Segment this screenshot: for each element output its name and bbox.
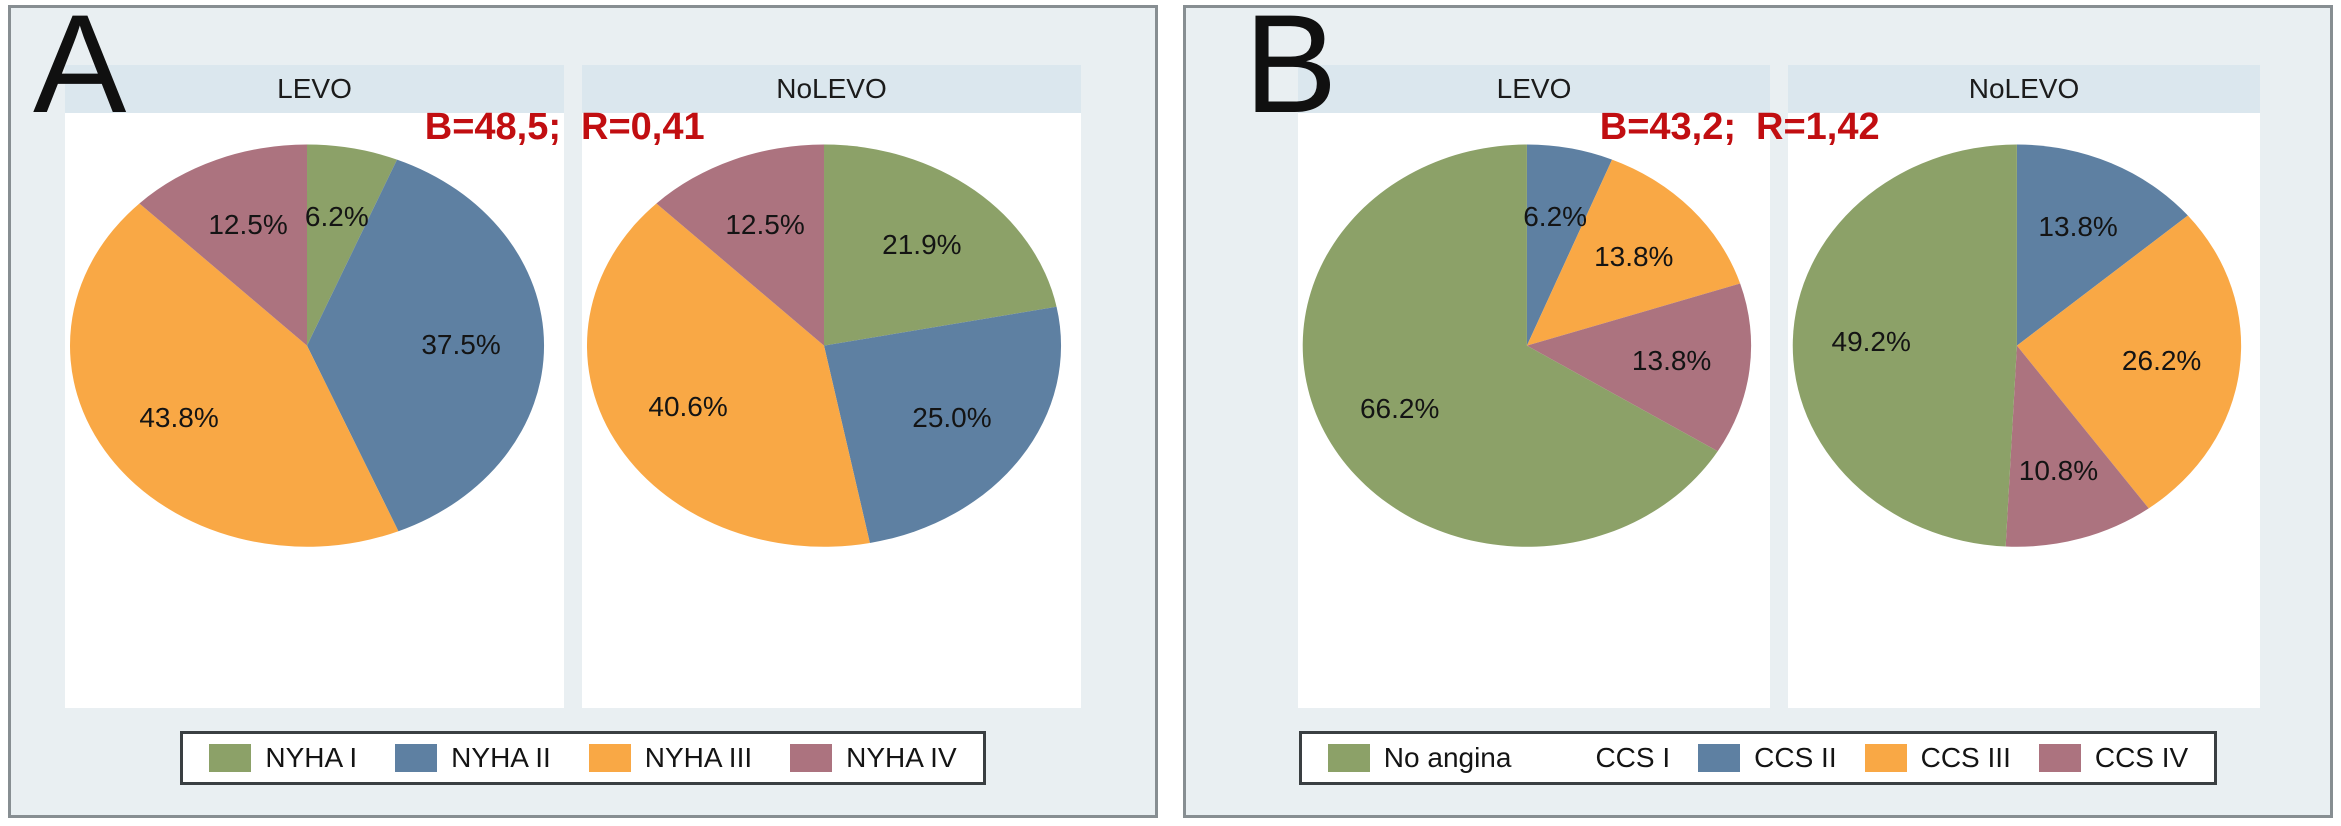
pie-slice-ccs-iv — [1526, 283, 1752, 452]
pie-percent-label: 13.8% — [1594, 240, 1674, 272]
pie-chart-B-LEVO — [1302, 144, 1752, 547]
legend-entry-nyha-i: NYHA I — [209, 742, 357, 774]
stat-annotation-A: B=48,5; R=0,41 — [425, 106, 705, 149]
pie-percent-label: 6.2% — [1523, 201, 1588, 233]
pie-plot-b-levo: 6.2% 13.8% 13.8% 66.2% — [1298, 113, 1770, 708]
stat-b-value: B=43,2; — [1599, 106, 1737, 148]
pie-slice-nyha-ii — [307, 159, 545, 532]
legend-B: No angina CCS I CCS II CCS III CCS IV — [1298, 731, 2218, 785]
column-levo: LEVO 6.2% 37.5% 43.8% 12.5% — [65, 65, 564, 708]
subplot-title-levo: LEVO — [1298, 65, 1770, 113]
subplot-title-nolevo: NoLEVO — [582, 65, 1081, 113]
panel-letter-A: A — [33, 5, 126, 142]
pie-slice-ccs-ii — [2016, 144, 2188, 346]
legend-entry-nyha-iii: NYHA III — [588, 742, 753, 774]
legend-swatch — [1864, 744, 1907, 772]
legend-swatch — [1539, 744, 1582, 772]
legend-entry-ccs-i: CCS I — [1539, 742, 1670, 774]
legend-entry-ccs-iii: CCS III — [1864, 742, 2011, 774]
legend-swatch — [2038, 744, 2081, 772]
legend-label: NYHA IV — [846, 742, 957, 773]
pie-plot-b-nolevo: 13.8% 26.2% 10.8% 49.2% — [1788, 113, 2260, 708]
pie-slice-nyha-i — [307, 144, 398, 346]
legend-A: NYHA I NYHA II NYHA III NYHA IV — [180, 731, 986, 785]
legend-row-A: NYHA I NYHA II NYHA III NYHA IV — [11, 731, 1155, 785]
column-nolevo: NoLEVO 21.9% 25.0% 40.6% 12.5% — [582, 65, 1081, 708]
pie-slice-ccs-iii — [2016, 215, 2242, 509]
legend-label: CCS I — [1595, 742, 1671, 773]
stat-r-value: R=0,41 — [581, 106, 705, 148]
legend-swatch — [1698, 744, 1741, 772]
pie-slice-nyha-iii — [69, 203, 399, 547]
panel-A: A LEVO 6.2% 37.5% 43.8% 12.5% NoLEVO 21.9% 2… — [8, 5, 1158, 818]
column-nolevo: NoLEVO 13.8% 26.2% 10.8% 49.2% — [1788, 65, 2260, 708]
pie-percent-label: 12.5% — [725, 208, 805, 240]
panel-A-columns: LEVO 6.2% 37.5% 43.8% 12.5% NoLEVO 21.9% 25.… — [65, 65, 1081, 708]
legend-swatch — [209, 744, 252, 772]
pie-percent-label: 49.2% — [1831, 326, 1911, 358]
legend-entry-no-angina: No angina — [1327, 742, 1512, 774]
pie-slice-nyha-i — [824, 144, 1057, 346]
legend-row-B: No angina CCS I CCS II CCS III CCS IV — [1186, 731, 2330, 785]
pie-percent-label: 21.9% — [882, 228, 962, 260]
stat-r-value: R=1,42 — [1756, 106, 1880, 148]
legend-label: CCS II — [1754, 742, 1837, 773]
pie-slice-ccs-iii — [1526, 159, 1741, 346]
pie-slice-nyha-iii — [586, 203, 870, 547]
pie-percent-label: 26.2% — [2121, 345, 2202, 377]
pie-percent-label: 10.8% — [2018, 454, 2099, 486]
pie-slice-ccs-iv — [2005, 345, 2149, 547]
pie-slice-ccs-ii — [1526, 144, 1613, 346]
legend-entry-nyha-iv: NYHA IV — [790, 742, 957, 774]
pie-percent-label: 25.0% — [912, 402, 992, 434]
pie-chart-A-NoLEVO — [586, 144, 1062, 547]
legend-swatch — [1327, 744, 1370, 772]
stat-b-value: B=48,5; — [424, 106, 562, 148]
pie-slice-nyha-ii — [824, 306, 1062, 543]
pie-percent-label: 6.2% — [304, 201, 369, 233]
pie-percent-label: 13.8% — [1631, 345, 1712, 377]
stat-annotation-B: B=43,2; R=1,42 — [1600, 106, 1880, 149]
panel-B: B LEVO 6.2% 13.8% 13.8% 66.2% NoLEVO 13.8% 2… — [1183, 5, 2333, 818]
legend-entry-ccs-iv: CCS IV — [2038, 742, 2189, 774]
pie-plot-a-levo: 6.2% 37.5% 43.8% 12.5% — [65, 113, 564, 708]
subplot-title-nolevo: NoLEVO — [1788, 65, 2260, 113]
legend-label: CCS III — [1920, 742, 2011, 773]
pie-percent-label: 40.6% — [648, 391, 728, 423]
legend-label: NYHA III — [644, 742, 753, 773]
subplot-title-levo: LEVO — [65, 65, 564, 113]
pie-slice-no-angina — [1302, 144, 1718, 547]
pie-chart-B-NoLEVO — [1792, 144, 2242, 547]
legend-label: NYHA I — [265, 742, 358, 773]
pie-percent-label: 13.8% — [2038, 211, 2118, 242]
legend-entry-nyha-ii: NYHA II — [395, 742, 551, 774]
pie-chart-A-LEVO — [69, 144, 545, 547]
pie-percent-label: 37.5% — [421, 329, 501, 361]
legend-label: NYHA II — [451, 742, 551, 773]
pie-slice-nyha-iv — [656, 144, 825, 346]
pie-slice-nyha-iv — [139, 144, 308, 346]
legend-label: CCS IV — [2094, 742, 2189, 773]
legend-entry-ccs-ii: CCS II — [1698, 742, 1837, 774]
pie-percent-label: 66.2% — [1359, 393, 1440, 425]
pie-percent-label: 12.5% — [208, 208, 288, 240]
column-levo: LEVO 6.2% 13.8% 13.8% 66.2% — [1298, 65, 1770, 708]
pie-plot-a-nolevo: 21.9% 25.0% 40.6% 12.5% — [582, 113, 1081, 708]
panel-letter-B: B — [1244, 5, 1337, 142]
legend-swatch — [588, 744, 631, 772]
pie-slice-no-angina — [1792, 144, 2017, 547]
pie-percent-label: 43.8% — [139, 402, 219, 434]
legend-swatch — [790, 744, 833, 772]
panel-B-columns: LEVO 6.2% 13.8% 13.8% 66.2% NoLEVO 13.8% 26.… — [1298, 65, 2260, 708]
legend-swatch — [395, 744, 438, 772]
legend-label: No angina — [1383, 742, 1512, 773]
